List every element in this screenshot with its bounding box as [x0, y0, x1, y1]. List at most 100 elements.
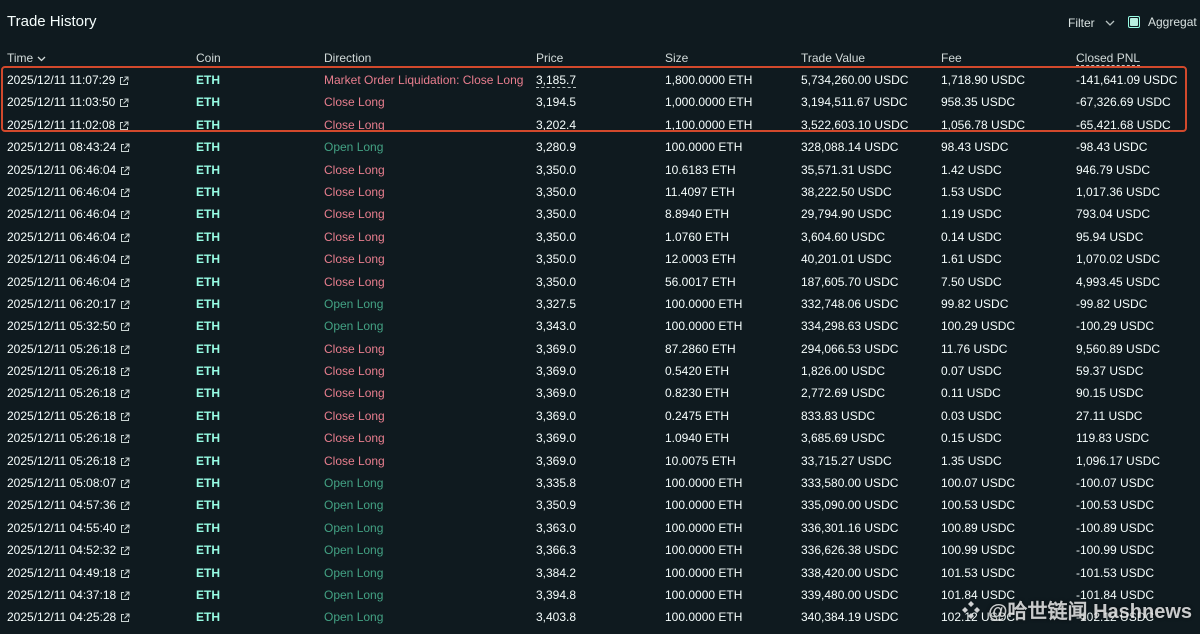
- table-row: 2025/12/11 06:46:04 ETH Close Long 3,350.0 5…: [0, 270, 1200, 292]
- trade-coin[interactable]: ETH: [196, 543, 220, 558]
- external-link-icon[interactable]: [120, 344, 130, 354]
- trade-size: 100.0000 ETH: [665, 565, 743, 580]
- trade-coin[interactable]: ETH: [196, 431, 220, 446]
- trade-coin[interactable]: ETH: [196, 520, 220, 535]
- external-link-icon[interactable]: [120, 568, 130, 578]
- external-link-icon[interactable]: [119, 75, 129, 85]
- trade-fee: 958.35 USDC: [941, 95, 1016, 110]
- trade-closed-pnl: 793.04 USDC: [1076, 207, 1151, 222]
- trade-size: 100.0000 ETH: [665, 296, 743, 311]
- trade-time: 2025/12/11 11:03:50: [7, 95, 116, 110]
- trade-coin[interactable]: ETH: [196, 610, 220, 625]
- aggregate-toggle[interactable]: Aggregat: [1128, 15, 1197, 29]
- external-link-icon[interactable]: [119, 97, 129, 108]
- external-link-icon[interactable]: [120, 523, 130, 533]
- trade-time-cell: 2025/12/11 08:43:24: [7, 140, 130, 154]
- trade-coin[interactable]: ETH: [196, 453, 220, 468]
- external-link-icon[interactable]: [120, 187, 130, 197]
- external-link-icon[interactable]: [119, 120, 129, 130]
- trade-fee: 100.29 USDC: [941, 319, 1016, 334]
- filter-label: Filter: [1068, 16, 1095, 30]
- table-row: 2025/12/11 11:07:29 ETH Market Order Liqui…: [0, 68, 1200, 90]
- column-header-coin: Coin: [196, 51, 221, 65]
- trade-coin[interactable]: ETH: [196, 73, 220, 87]
- trade-direction: Open Long: [324, 587, 384, 602]
- trade-time-cell: 2025/12/11 05:26:18: [7, 386, 130, 400]
- trade-closed-pnl: 27.11 USDC: [1076, 408, 1143, 423]
- external-link-icon[interactable]: [120, 433, 130, 444]
- trade-time-cell: 2025/12/11 11:07:29: [7, 73, 129, 87]
- external-link-icon[interactable]: [120, 590, 130, 600]
- trade-coin[interactable]: ETH: [196, 498, 220, 513]
- external-link-icon[interactable]: [120, 277, 130, 287]
- trade-coin[interactable]: ETH: [196, 162, 220, 177]
- trade-closed-pnl: 946.79 USDC: [1076, 162, 1151, 177]
- trade-value: 833.83 USDC: [801, 408, 876, 423]
- external-link-icon[interactable]: [120, 209, 130, 220]
- trade-time: 2025/12/11 05:26:18: [7, 453, 117, 468]
- trade-time: 2025/12/11 11:07:29: [7, 73, 116, 87]
- trade-coin[interactable]: ETH: [196, 587, 220, 602]
- trade-price: 3,350.0: [536, 207, 576, 221]
- trade-coin[interactable]: ETH: [196, 229, 220, 244]
- trade-coin[interactable]: ETH: [196, 408, 220, 423]
- trade-time-cell: 2025/12/11 05:08:07: [7, 476, 130, 490]
- trade-fee: 101.53 USDC: [941, 565, 1016, 580]
- column-header-time[interactable]: Time: [7, 51, 46, 65]
- trade-direction: Open Long: [324, 565, 384, 580]
- external-link-icon[interactable]: [120, 232, 130, 242]
- external-link-icon[interactable]: [120, 366, 130, 377]
- trade-coin[interactable]: ETH: [196, 364, 220, 379]
- aggregate-checkbox[interactable]: [1128, 16, 1140, 28]
- trade-time: 2025/12/11 04:52:32: [7, 543, 117, 558]
- trade-coin[interactable]: ETH: [196, 565, 220, 580]
- trade-price: 3,369.0: [536, 431, 576, 445]
- trade-direction: Close Long: [324, 408, 385, 423]
- trade-value: 3,522,603.10 USDC: [801, 117, 909, 132]
- external-link-icon[interactable]: [120, 456, 130, 466]
- trade-value: 333,580.00 USDC: [801, 476, 899, 491]
- trade-coin[interactable]: ETH: [196, 341, 220, 356]
- trade-value: 35,571.31 USDC: [801, 162, 892, 177]
- trade-time-cell: 2025/12/11 06:46:04: [7, 207, 130, 221]
- external-link-icon[interactable]: [120, 612, 130, 623]
- trade-price: 3,363.0: [536, 521, 576, 535]
- external-link-icon[interactable]: [120, 411, 130, 421]
- trade-coin[interactable]: ETH: [196, 184, 220, 199]
- trade-coin[interactable]: ETH: [196, 296, 220, 311]
- trade-price: 3,202.4: [536, 118, 576, 132]
- trade-price: 3,350.0: [536, 275, 576, 289]
- table-row: 2025/12/11 06:20:17 ETH Open Long 3,327.5 10…: [0, 292, 1200, 314]
- trade-value: 336,301.16 USDC: [801, 520, 899, 535]
- external-link-icon[interactable]: [120, 500, 130, 511]
- filter-dropdown[interactable]: Filter: [1068, 16, 1115, 30]
- trade-fee: 7.50 USDC: [941, 274, 1002, 289]
- trade-price-value: 3,384.2: [536, 565, 577, 580]
- trade-coin[interactable]: ETH: [196, 207, 220, 222]
- trade-time: 2025/12/11 04:57:36: [7, 498, 117, 513]
- trade-price-value: 3,343.0: [536, 319, 577, 334]
- trade-price-value: 3,350.0: [536, 252, 577, 267]
- external-link-icon[interactable]: [120, 142, 130, 153]
- external-link-icon[interactable]: [120, 165, 130, 175]
- trade-coin[interactable]: ETH: [196, 274, 220, 289]
- trade-coin[interactable]: ETH: [196, 252, 220, 267]
- trade-price-value: 3,369.0: [536, 341, 577, 356]
- trade-coin[interactable]: ETH: [196, 476, 220, 491]
- trade-size: 1,800.0000 ETH: [665, 73, 753, 87]
- trade-coin[interactable]: ETH: [196, 117, 220, 132]
- external-link-icon[interactable]: [120, 321, 130, 332]
- trade-coin[interactable]: ETH: [196, 386, 220, 401]
- trade-coin[interactable]: ETH: [196, 319, 220, 334]
- trade-coin[interactable]: ETH: [196, 95, 220, 110]
- table-row: 2025/12/11 06:46:04 ETH Close Long 3,350.0 1…: [0, 180, 1200, 202]
- external-link-icon[interactable]: [120, 478, 130, 489]
- external-link-icon[interactable]: [120, 545, 130, 556]
- external-link-icon[interactable]: [120, 299, 130, 309]
- chevron-down-icon: [1105, 20, 1115, 26]
- trade-time: 2025/12/11 04:49:18: [7, 565, 117, 580]
- trade-coin[interactable]: ETH: [196, 140, 220, 155]
- trade-closed-pnl: 59.37 USDC: [1076, 364, 1144, 379]
- external-link-icon[interactable]: [120, 388, 130, 399]
- external-link-icon[interactable]: [120, 254, 130, 265]
